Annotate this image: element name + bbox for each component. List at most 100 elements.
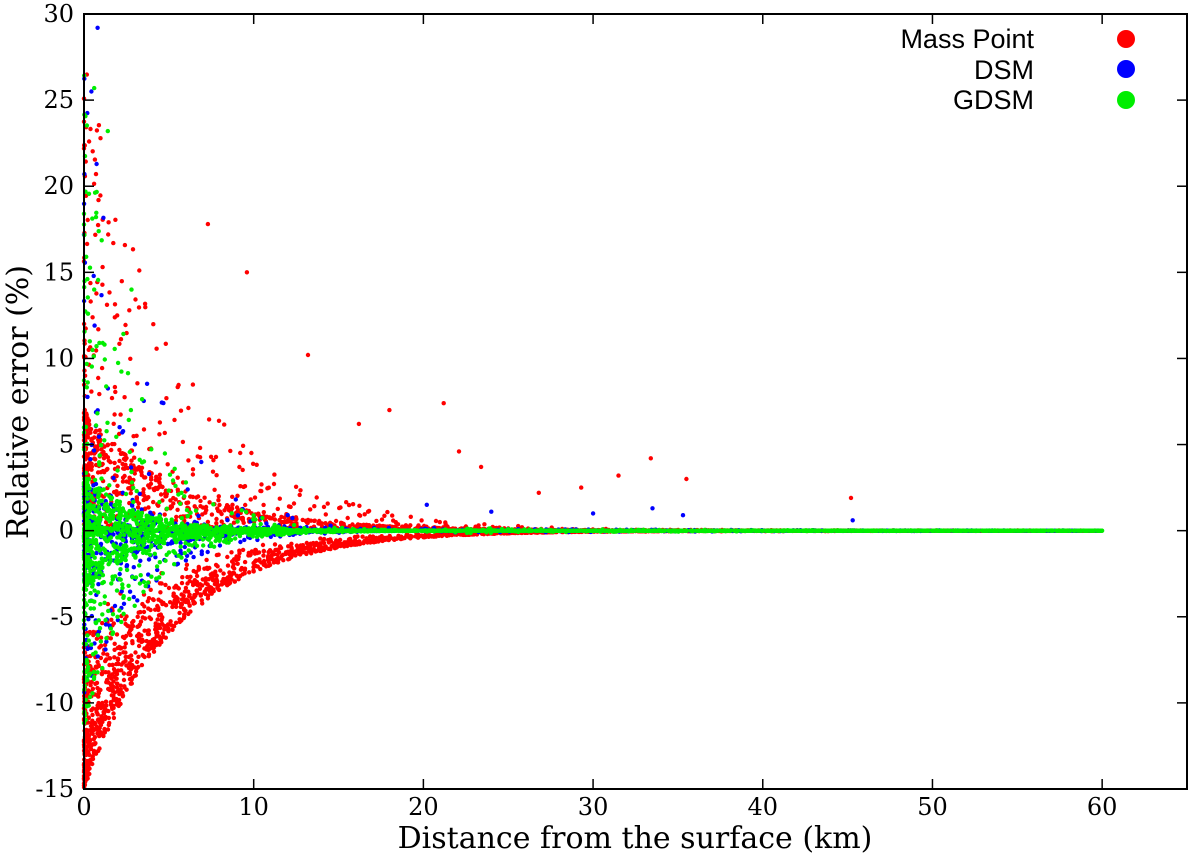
point-mass-point — [106, 232, 111, 237]
point-mass-point — [112, 412, 117, 417]
point-mass-point — [171, 593, 176, 598]
point-mass-point — [121, 677, 127, 683]
point-mass-point — [321, 547, 327, 553]
point-dsm — [175, 561, 181, 566]
point-mass-point — [90, 761, 95, 767]
point-mass-point — [98, 136, 103, 141]
point-mass-point — [225, 563, 231, 568]
point-mass-point — [102, 709, 108, 714]
point-mass-point — [227, 574, 232, 579]
point-mass-point — [271, 512, 277, 518]
point-mass-point — [118, 412, 123, 417]
point-mass-point — [240, 572, 245, 577]
point-mass-point — [153, 460, 158, 465]
point-mass-point — [325, 501, 330, 506]
point-mass-point — [240, 547, 246, 553]
point-mass-point — [269, 553, 274, 558]
point-mass-point — [88, 280, 93, 286]
point-mass-point — [118, 683, 124, 688]
point-mass-point — [128, 667, 133, 672]
point-mass-point — [323, 544, 328, 549]
point-mass-point — [129, 458, 134, 463]
point-mass-point — [220, 579, 225, 584]
point-mass-point — [229, 550, 234, 555]
point-mass-point — [98, 704, 103, 709]
point-mass-point — [200, 601, 205, 606]
point-mass-point — [288, 504, 293, 510]
point-mass-point — [146, 654, 151, 659]
point-mass-point — [90, 149, 95, 154]
point-mass-point — [271, 481, 277, 487]
point-mass-point — [102, 642, 108, 648]
point-mass-point — [180, 439, 186, 445]
point-mass-point — [234, 573, 240, 578]
point-mass-point — [155, 617, 160, 622]
point-mass-point — [102, 716, 108, 722]
point-mass-point — [293, 549, 299, 554]
point-dsm-outlier — [489, 509, 494, 514]
point-mass-point — [149, 640, 154, 645]
point-mass-point — [136, 654, 141, 659]
point-mass-point — [175, 475, 180, 480]
point-mass-point — [300, 517, 305, 523]
point-mass-point — [353, 539, 359, 544]
point-dsm — [161, 400, 166, 406]
point-mass-point — [315, 542, 320, 548]
point-mass-point — [261, 558, 267, 564]
point-mass-point — [197, 582, 203, 587]
point-mass-point — [390, 513, 395, 518]
point-dsm — [117, 425, 122, 430]
point-gdsm — [239, 508, 244, 513]
point-mass-point — [173, 583, 179, 588]
point-mass-point — [205, 566, 210, 572]
point-dsm — [120, 490, 126, 495]
point-mass-point — [184, 500, 189, 506]
point-mass-point — [166, 629, 171, 634]
point-mass-point — [428, 534, 434, 539]
point-mass-point — [103, 670, 108, 675]
point-mass-point — [144, 638, 149, 644]
point-dsm — [99, 293, 104, 298]
point-mass-point — [317, 521, 322, 526]
point-mass-point — [373, 539, 379, 544]
point-mass-point — [100, 282, 105, 287]
point-mass-point — [136, 664, 141, 670]
point-mass-point — [216, 498, 221, 503]
point-mass-point — [131, 434, 136, 439]
point-mass-point — [132, 471, 137, 476]
point-dsm — [165, 541, 170, 547]
point-dsm — [170, 540, 175, 545]
point-mass-point — [185, 574, 190, 580]
point-mass-point — [298, 488, 303, 493]
point-mass-point — [409, 534, 415, 539]
point-mass-point — [93, 171, 99, 177]
point-mass-point — [350, 502, 356, 507]
point-mass-point — [357, 541, 363, 547]
point-mass-point — [114, 632, 120, 637]
point-mass-point — [128, 356, 133, 361]
point-mass-point — [112, 384, 118, 390]
point-mass-point — [153, 607, 158, 612]
point-mass-point — [94, 291, 99, 296]
point-mass-point-outlier — [684, 476, 689, 482]
point-mass-point — [240, 443, 246, 448]
point-mass-point — [183, 608, 188, 613]
point-mass-point — [254, 462, 259, 467]
point-mass-point — [109, 447, 114, 453]
point-mass-point — [393, 520, 398, 525]
point-dsm — [101, 215, 106, 220]
point-mass-point — [154, 478, 159, 483]
point-mass-point — [88, 426, 94, 432]
point-mass-point — [285, 549, 291, 554]
point-mass-point — [217, 509, 223, 514]
point-mass-point — [157, 432, 162, 437]
point-dsm — [144, 381, 150, 386]
point-mass-point — [89, 451, 94, 456]
point-mass-point — [226, 508, 232, 513]
point-mass-point — [146, 647, 151, 653]
point-mass-point — [105, 652, 110, 657]
point-mass-point — [211, 573, 216, 578]
point-mass-point — [205, 596, 211, 601]
point-mass-point — [89, 708, 94, 713]
point-mass-point — [197, 445, 203, 451]
